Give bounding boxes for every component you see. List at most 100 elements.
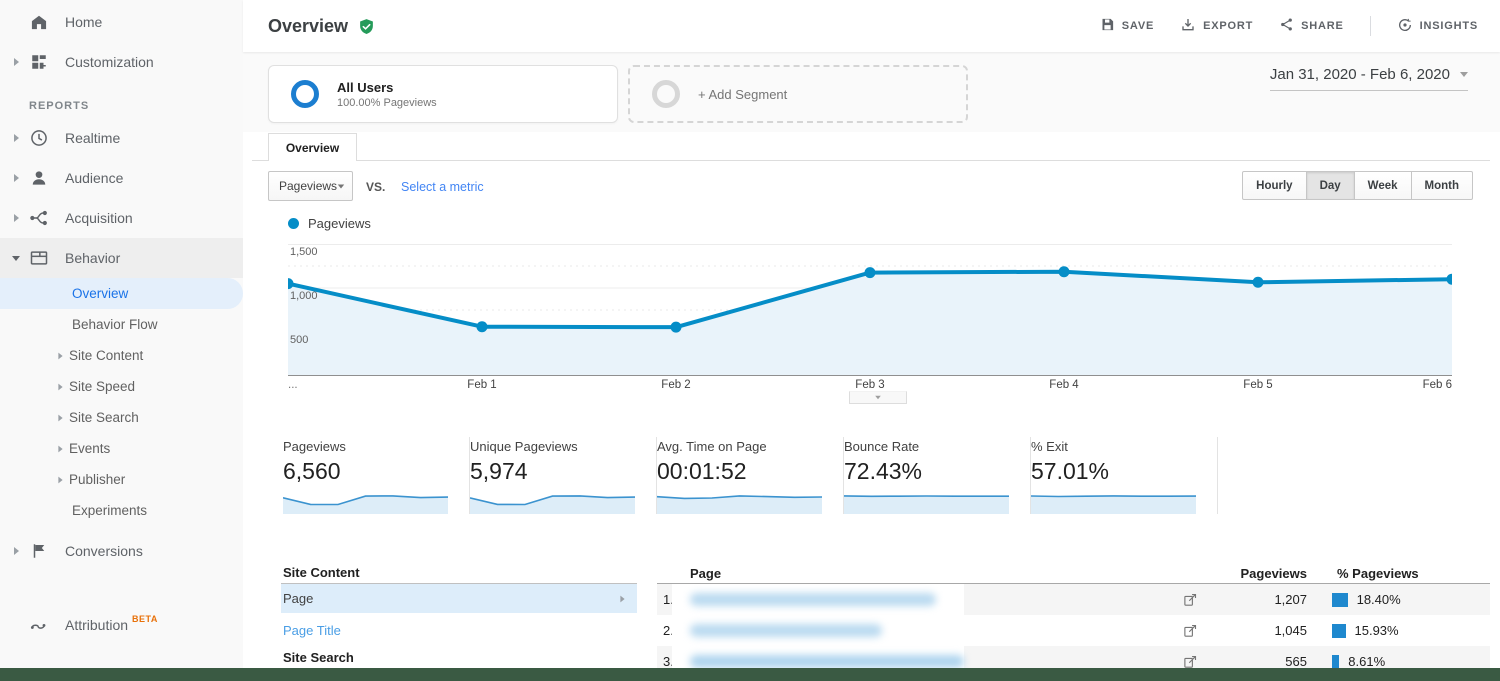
sidebar-item-acquisition[interactable]: Acquisition	[0, 198, 243, 238]
tab-overview[interactable]: Overview	[268, 133, 357, 161]
x-axis-tick: Feb 5	[1243, 379, 1273, 391]
collapse-caret-icon	[12, 255, 20, 261]
pageviews-chart[interactable]: 1,500 1,000 500	[282, 244, 1458, 376]
annotations-toggle[interactable]	[849, 391, 907, 404]
person-icon	[29, 168, 49, 188]
column-header-page[interactable]: Page	[690, 566, 722, 581]
divider	[1369, 16, 1371, 36]
pct-bar	[1332, 623, 1346, 638]
sidebar-item-conversions[interactable]: Conversions	[0, 531, 243, 571]
site-content-header: Site Content	[283, 565, 360, 580]
column-header-pageviews[interactable]: Pageviews	[1240, 566, 1308, 581]
share-button[interactable]: SHARE	[1279, 17, 1344, 35]
export-button[interactable]: EXPORT	[1180, 17, 1253, 36]
date-range-picker[interactable]: Jan 31, 2020 - Feb 6, 2020	[1269, 66, 1468, 91]
sparkline	[657, 495, 822, 514]
sidebar-item-audience[interactable]: Audience	[0, 158, 243, 198]
sidebar-item-behavior-overview[interactable]: Overview	[0, 278, 243, 309]
expand-caret-icon	[13, 214, 19, 222]
expand-caret-icon	[58, 414, 63, 421]
sidebar-item-realtime[interactable]: Realtime	[0, 118, 243, 158]
sidebar-item-home[interactable]: Home	[0, 2, 243, 42]
scorecard-pageviews[interactable]: Pageviews 6,560	[283, 437, 470, 514]
expand-caret-icon	[13, 58, 19, 66]
acquisition-icon	[29, 208, 49, 228]
expand-caret-icon	[58, 445, 63, 452]
behavior-icon	[29, 248, 49, 268]
sidebar-item-publisher[interactable]: Publisher	[0, 464, 243, 495]
vs-label: VS.	[366, 180, 386, 194]
site-content-item-page-title[interactable]: Page Title	[283, 623, 341, 638]
scorecards-row: Pageviews 6,560 Unique Pageviews 5,974 A…	[283, 437, 1218, 514]
open-page-icon[interactable]	[1183, 623, 1198, 643]
customization-icon	[29, 52, 49, 72]
y-axis-tick: 500	[290, 334, 309, 346]
pct-bar	[1332, 654, 1340, 669]
sparkline	[1031, 495, 1196, 514]
sidebar: Home Customization REPORTS Realtime Audi…	[0, 0, 243, 681]
pct-bar	[1332, 592, 1348, 607]
expand-caret-icon	[58, 476, 63, 483]
y-axis-tick: 1,000	[290, 290, 318, 302]
segment-ring-icon	[291, 80, 319, 108]
save-icon	[1100, 17, 1115, 35]
scorecard-avg-time-on-page[interactable]: Avg. Time on Page 00:01:52	[657, 437, 844, 514]
chevron-right-icon	[620, 595, 625, 602]
segment-ring-icon	[652, 80, 680, 108]
scorecard-bounce-rate[interactable]: Bounce Rate 72.43%	[844, 437, 1031, 514]
site-search-header: Site Search	[283, 650, 354, 665]
sidebar-item-behavior-flow[interactable]: Behavior Flow	[72, 317, 158, 332]
x-axis-tick: Feb 6	[1422, 379, 1452, 391]
x-axis-tick: Feb 2	[661, 379, 691, 391]
sidebar-item-site-speed[interactable]: Site Speed	[0, 371, 243, 402]
sidebar-item-events[interactable]: Events	[0, 433, 243, 464]
x-axis-tick: ...	[288, 379, 298, 391]
sparkline	[844, 495, 1009, 514]
clock-icon	[29, 128, 49, 148]
chevron-down-icon	[337, 184, 345, 188]
x-axis-tick: Feb 3	[855, 379, 885, 391]
insights-button[interactable]: INSIGHTS	[1397, 17, 1478, 36]
segment-title: All Users	[337, 79, 394, 95]
add-segment-button[interactable]: + Add Segment	[628, 65, 968, 123]
beta-badge: BETA	[132, 614, 158, 624]
scorecard-unique-pageviews[interactable]: Unique Pageviews 5,974	[470, 437, 657, 514]
chart-legend: Pageviews	[288, 216, 371, 231]
expand-caret-icon	[13, 547, 19, 555]
select-metric-link[interactable]: Select a metric	[401, 180, 484, 194]
sidebar-item-attribution[interactable]: Attribution BETA	[0, 605, 243, 645]
blurred-page-link[interactable]	[690, 624, 882, 637]
download-icon	[1180, 17, 1196, 36]
open-page-icon[interactable]	[1183, 654, 1198, 674]
metric-dropdown[interactable]: Pageviews	[268, 171, 353, 201]
sidebar-item-experiments[interactable]: Experiments	[72, 503, 148, 518]
column-header-pct-pageviews[interactable]: % Pageviews	[1337, 566, 1419, 581]
report-header: Overview SAVE EXPORT SHARE	[243, 0, 1500, 52]
granularity-day-button[interactable]: Day	[1305, 171, 1355, 200]
legend-dot-icon	[288, 218, 299, 229]
shield-check-icon	[358, 18, 375, 35]
insights-icon	[1397, 17, 1413, 36]
granularity-month-button[interactable]: Month	[1410, 171, 1473, 200]
segment-subtitle: 100.00% Pageviews	[337, 96, 437, 109]
home-icon	[29, 12, 49, 32]
sidebar-item-customization[interactable]: Customization	[0, 42, 243, 82]
sidebar-item-site-search[interactable]: Site Search	[0, 402, 243, 433]
open-page-icon[interactable]	[1183, 592, 1198, 612]
blurred-page-link[interactable]	[690, 655, 964, 668]
page-title: Overview	[268, 15, 349, 36]
scorecard-percent-exit[interactable]: % Exit 57.01%	[1031, 437, 1218, 514]
blurred-page-link[interactable]	[690, 593, 936, 606]
bottom-bar	[0, 668, 1500, 681]
reports-section-label: REPORTS	[29, 100, 90, 112]
site-content-item-page[interactable]: Page	[281, 584, 637, 613]
granularity-hourly-button[interactable]: Hourly	[1242, 171, 1307, 200]
save-button[interactable]: SAVE	[1100, 17, 1154, 35]
x-axis-labels: ... Feb 1 Feb 2 Feb 3 Feb 4 Feb 5 Feb 6	[288, 379, 1452, 393]
sidebar-item-behavior[interactable]: Behavior	[0, 238, 243, 278]
chevron-down-icon	[1460, 72, 1468, 77]
sidebar-item-site-content[interactable]: Site Content	[0, 340, 243, 371]
granularity-week-button[interactable]: Week	[1353, 171, 1412, 200]
segment-all-users[interactable]: All Users 100.00% Pageviews	[268, 65, 618, 123]
